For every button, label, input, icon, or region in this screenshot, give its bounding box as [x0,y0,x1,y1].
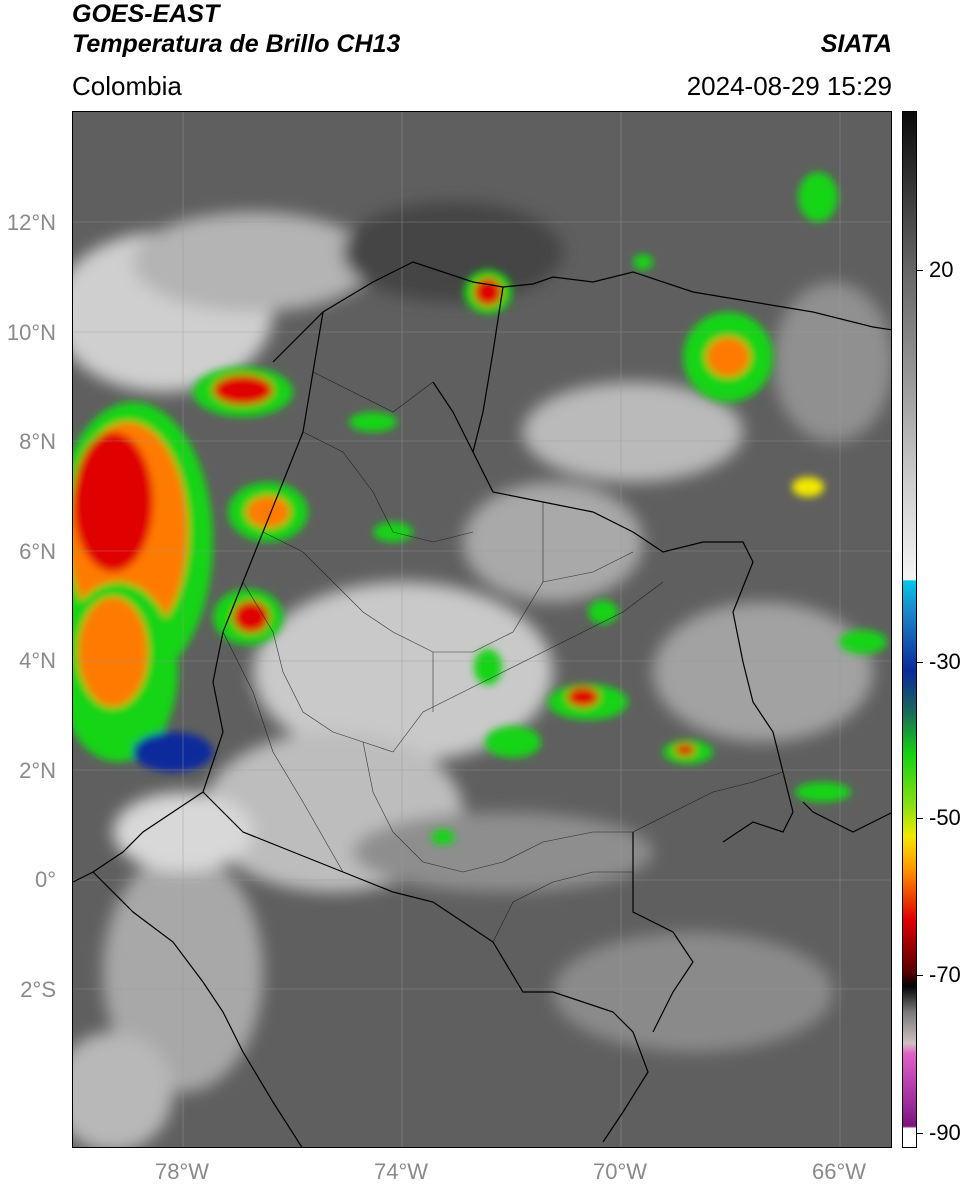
lat-tick: 6°N [19,539,56,564]
colorbar-tick-mark [917,1133,923,1134]
lon-tick: 74°W [373,1159,429,1184]
graticule [73,112,891,1147]
colorbar-tick-mark [917,270,923,271]
colorbar-label: 20 [929,257,954,282]
lon-tick: 70°W [592,1159,648,1184]
lat-tick: 12°N [6,210,56,235]
country-borders [73,261,891,1147]
colorbar-tick-mark [917,662,923,663]
title-product: Temperatura de Brillo CH13 [72,30,401,58]
lat-tick: 10°N [6,320,56,345]
region-label: Colombia [72,71,182,101]
satellite-map[interactable] [72,111,892,1148]
convective-cells [73,172,887,845]
title-satellite: GOES-EAST [72,0,220,28]
colorbar-label: -30 [929,649,961,674]
lat-tick: 2°N [19,758,56,783]
colorbar-tick-mark [917,975,923,976]
colorbar-tick-mark [917,818,923,819]
colorbar [902,111,917,1148]
department-borders [222,371,784,943]
lat-tick: 0° [34,867,56,892]
colorbar-label: -50 [929,805,961,830]
lon-tick: 78°W [154,1159,210,1184]
lat-tick: 8°N [19,429,56,454]
datetime-label: 2024-08-29 15:29 [686,71,892,101]
lat-tick: 2°S [20,977,56,1002]
lon-tick: 66°W [811,1159,867,1184]
cloud-texture [73,202,891,1147]
colorbar-gradient [903,112,916,1147]
map-canvas [73,112,891,1147]
colorbar-label: -70 [929,962,961,987]
colorbar-label: -90 [929,1120,961,1145]
lat-tick: 4°N [19,648,56,673]
brand-label: SIATA [820,30,892,58]
